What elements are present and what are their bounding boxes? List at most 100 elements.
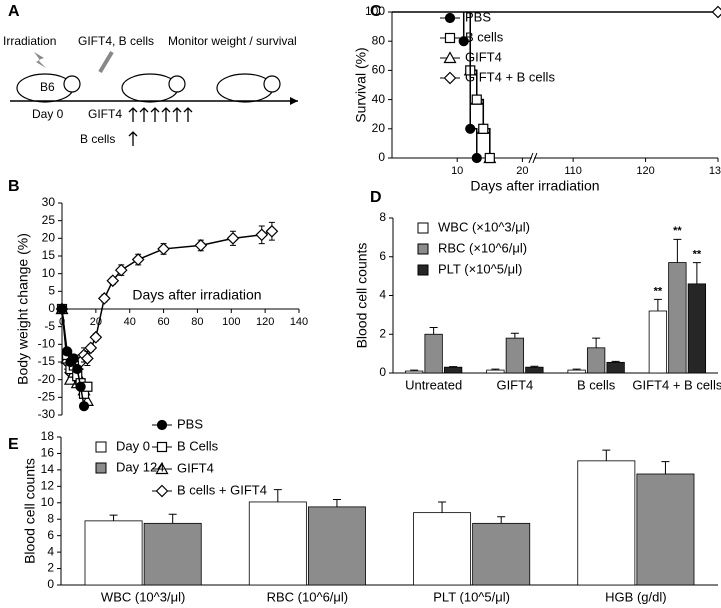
marker xyxy=(97,292,111,305)
legend-marker xyxy=(156,441,168,453)
y-tick-label: 4 xyxy=(47,544,54,558)
marker xyxy=(56,303,68,315)
x-tick-label: PLT (10^5/μl) xyxy=(433,589,510,604)
x-tick-label: WBC (10^3/μl) xyxy=(101,589,185,604)
timeline-arrowhead xyxy=(290,97,298,105)
legend-marker xyxy=(444,32,456,44)
legend-label: PLT (×10^5/μl) xyxy=(438,261,522,276)
y-tick-label: 0 xyxy=(48,301,55,315)
legend-swatch xyxy=(417,222,429,234)
bar xyxy=(443,366,463,374)
legend-swatch xyxy=(417,264,429,276)
panel-label: B xyxy=(8,178,20,195)
bar xyxy=(577,460,636,586)
y-tick-label: 8 xyxy=(47,511,54,525)
schematic-label: GIFT4 xyxy=(88,107,122,121)
error-bar xyxy=(497,516,506,524)
error-bar xyxy=(611,360,620,363)
marker xyxy=(471,94,482,105)
marker xyxy=(75,381,86,392)
x-tick-label: 60 xyxy=(157,316,169,328)
x-tick-label: HGB (g/dl) xyxy=(605,589,666,604)
bar xyxy=(472,522,531,586)
legend-marker xyxy=(156,419,168,431)
legend-label: PBS xyxy=(465,9,491,24)
legend-label: B cells + GIFT4 xyxy=(177,482,267,497)
error-bar xyxy=(168,513,177,524)
bar xyxy=(413,512,472,586)
y-axis-title: Body weight change (%) xyxy=(15,233,31,385)
legend-label: RBC (×10^6/μl) xyxy=(438,240,527,255)
y-tick-label: 14 xyxy=(41,462,55,476)
bar xyxy=(248,501,307,586)
legend-marker xyxy=(443,71,457,85)
legend-label: Day 124 xyxy=(116,459,164,474)
error-bar xyxy=(410,369,419,372)
schematic-label: GIFT4, B cells xyxy=(78,34,154,48)
panel-label: D xyxy=(370,189,382,206)
x-tick-label: RBC (10^6/μl) xyxy=(267,589,349,604)
legend-label: WBC (×10^3/μl) xyxy=(438,219,530,234)
marker xyxy=(711,5,721,19)
legend-marker xyxy=(443,51,457,64)
error-bar xyxy=(530,365,539,368)
bar xyxy=(525,366,544,374)
marker xyxy=(478,123,489,134)
marker xyxy=(61,346,73,357)
y-tick-label: 0 xyxy=(47,577,54,591)
marker xyxy=(265,224,279,238)
y-tick-label: 30 xyxy=(42,195,56,209)
marker xyxy=(255,228,269,242)
error-bar xyxy=(661,461,670,474)
y-tick-label: 16 xyxy=(41,446,55,460)
y-tick-label: 6 xyxy=(47,528,54,542)
x-tick-label: 140 xyxy=(290,316,308,328)
legend-label: GIFT4 xyxy=(177,460,214,475)
legend-swatch xyxy=(95,441,107,453)
x-axis-title: Days after irradiation xyxy=(470,178,599,194)
bar xyxy=(648,310,668,374)
marker xyxy=(471,152,482,164)
marker xyxy=(226,231,240,245)
y-tick-label: 12 xyxy=(41,479,55,493)
x-tick-label: 0 xyxy=(59,316,65,328)
x-tick-label: 130 xyxy=(709,165,721,177)
panel-label: E xyxy=(8,436,19,453)
bar xyxy=(636,473,695,586)
y-tick-label: 40 xyxy=(372,92,386,106)
y-tick-label: 5 xyxy=(48,284,55,298)
x-tick-label: 20 xyxy=(516,165,528,177)
legend-marker xyxy=(155,484,169,498)
y-tick-label: 10 xyxy=(42,266,56,280)
y-tick-label: 4 xyxy=(379,288,386,302)
y-axis-title: Survival (%) xyxy=(353,47,369,122)
legend-swatch xyxy=(417,243,429,255)
bar xyxy=(687,283,707,374)
error-bar xyxy=(491,368,500,371)
error-bar xyxy=(109,514,118,521)
schematic-label: B cells xyxy=(80,132,115,146)
y-tick-label: 2 xyxy=(379,326,386,340)
bar xyxy=(143,522,202,586)
legend-swatch xyxy=(95,462,107,474)
y-tick-label: -5 xyxy=(44,319,55,333)
bar xyxy=(586,347,606,374)
y-tick-label: 0 xyxy=(379,365,386,379)
marker xyxy=(106,274,120,288)
y-tick-label: 0 xyxy=(378,150,385,164)
axis-break xyxy=(528,152,538,164)
x-tick-label: 110 xyxy=(564,165,582,177)
marker xyxy=(72,363,83,375)
lightning-icon xyxy=(34,52,46,68)
x-tick-label: 120 xyxy=(636,165,654,177)
panel-label: A xyxy=(8,3,20,20)
legend-marker xyxy=(155,462,169,475)
y-tick-label: 2 xyxy=(47,561,54,575)
marker xyxy=(131,253,145,266)
y-tick-label: 6 xyxy=(379,249,386,263)
bar xyxy=(606,361,625,374)
error-bar xyxy=(572,368,581,371)
x-tick-label: GIFT4 xyxy=(496,377,533,392)
